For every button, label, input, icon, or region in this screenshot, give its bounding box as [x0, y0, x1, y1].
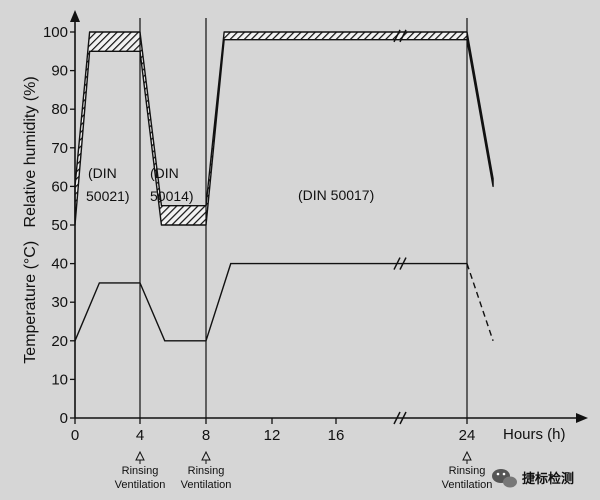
temperature-break-b	[399, 257, 407, 270]
x-axis-break-b	[399, 411, 407, 425]
x-tick-label-4: 4	[136, 427, 144, 444]
marker-label-ventilation-8: Ventilation	[181, 479, 232, 491]
din-50021-line2: 50021)	[86, 188, 130, 204]
y-tick-label-20: 20	[51, 333, 68, 350]
humidity-break-a	[393, 29, 401, 43]
x-tick-label-12: 12	[264, 427, 281, 444]
marker-arrow-8	[201, 450, 211, 461]
y-tick-label-30: 30	[51, 294, 68, 311]
y-axis-label: Temperature (°C) Relative humidity (%)	[22, 76, 39, 363]
y-tick-label-60: 60	[51, 178, 68, 195]
watermark-text: 捷标检测	[522, 471, 574, 486]
x-tick-label-16: 16	[328, 427, 345, 444]
temperature-break-a	[393, 257, 401, 270]
marker-4: Rinsing Ventilation	[115, 450, 166, 491]
marker-label-rinsing-8: Rinsing	[188, 465, 225, 477]
marker-label-rinsing-24: Rinsing	[449, 465, 486, 477]
din-50014-line2: 50014)	[150, 188, 194, 204]
x-tick-label-0: 0	[71, 427, 79, 444]
x-tick-label-24: 24	[459, 427, 476, 444]
x-axis-break-a	[393, 411, 401, 425]
annotation-din-50017: (DIN 50017)	[298, 187, 374, 203]
y-tick-label-0: 0	[60, 410, 68, 427]
marker-arrow-4	[135, 450, 145, 461]
humidity-break	[393, 29, 407, 43]
wechat-icon	[492, 469, 517, 488]
annotation-din-50021: (DIN 50021)	[86, 165, 130, 204]
temperature-line	[74, 262, 467, 342]
axes	[70, 10, 588, 423]
marker-label-ventilation-24: Ventilation	[442, 479, 493, 491]
y-axis-arrow	[70, 10, 80, 22]
x-axis-break	[393, 411, 407, 425]
y-tick-label-80: 80	[51, 101, 68, 118]
humidity-break-b	[399, 29, 407, 43]
y-tick-label-40: 40	[51, 256, 68, 273]
y-tick-label-10: 10	[51, 371, 68, 388]
y-tick-label-90: 90	[51, 63, 68, 80]
marker-8: Rinsing Ventilation	[181, 450, 232, 491]
marker-label-rinsing-4: Rinsing	[122, 465, 159, 477]
x-tick-label-8: 8	[202, 427, 210, 444]
marker-label-ventilation-4: Ventilation	[115, 479, 166, 491]
temperature-line-dashed	[466, 263, 494, 342]
humidity-band	[74, 31, 494, 226]
watermark: 捷标检测	[492, 469, 574, 488]
annotation-din-50014: (DIN 50014)	[150, 165, 194, 204]
x-axis-arrow	[576, 413, 588, 423]
din-50014-line1: (DIN	[150, 165, 179, 181]
y-tick-label-100: 100	[43, 24, 68, 41]
din-50021-line1: (DIN	[88, 165, 117, 181]
y-tick-label-70: 70	[51, 140, 68, 157]
x-axis-label: Hours (h)	[503, 426, 566, 443]
temperature-break	[393, 257, 407, 270]
y-tick-label-50: 50	[51, 217, 68, 234]
marker-arrow-24	[462, 450, 472, 461]
marker-24: Rinsing Ventilation	[442, 450, 493, 491]
